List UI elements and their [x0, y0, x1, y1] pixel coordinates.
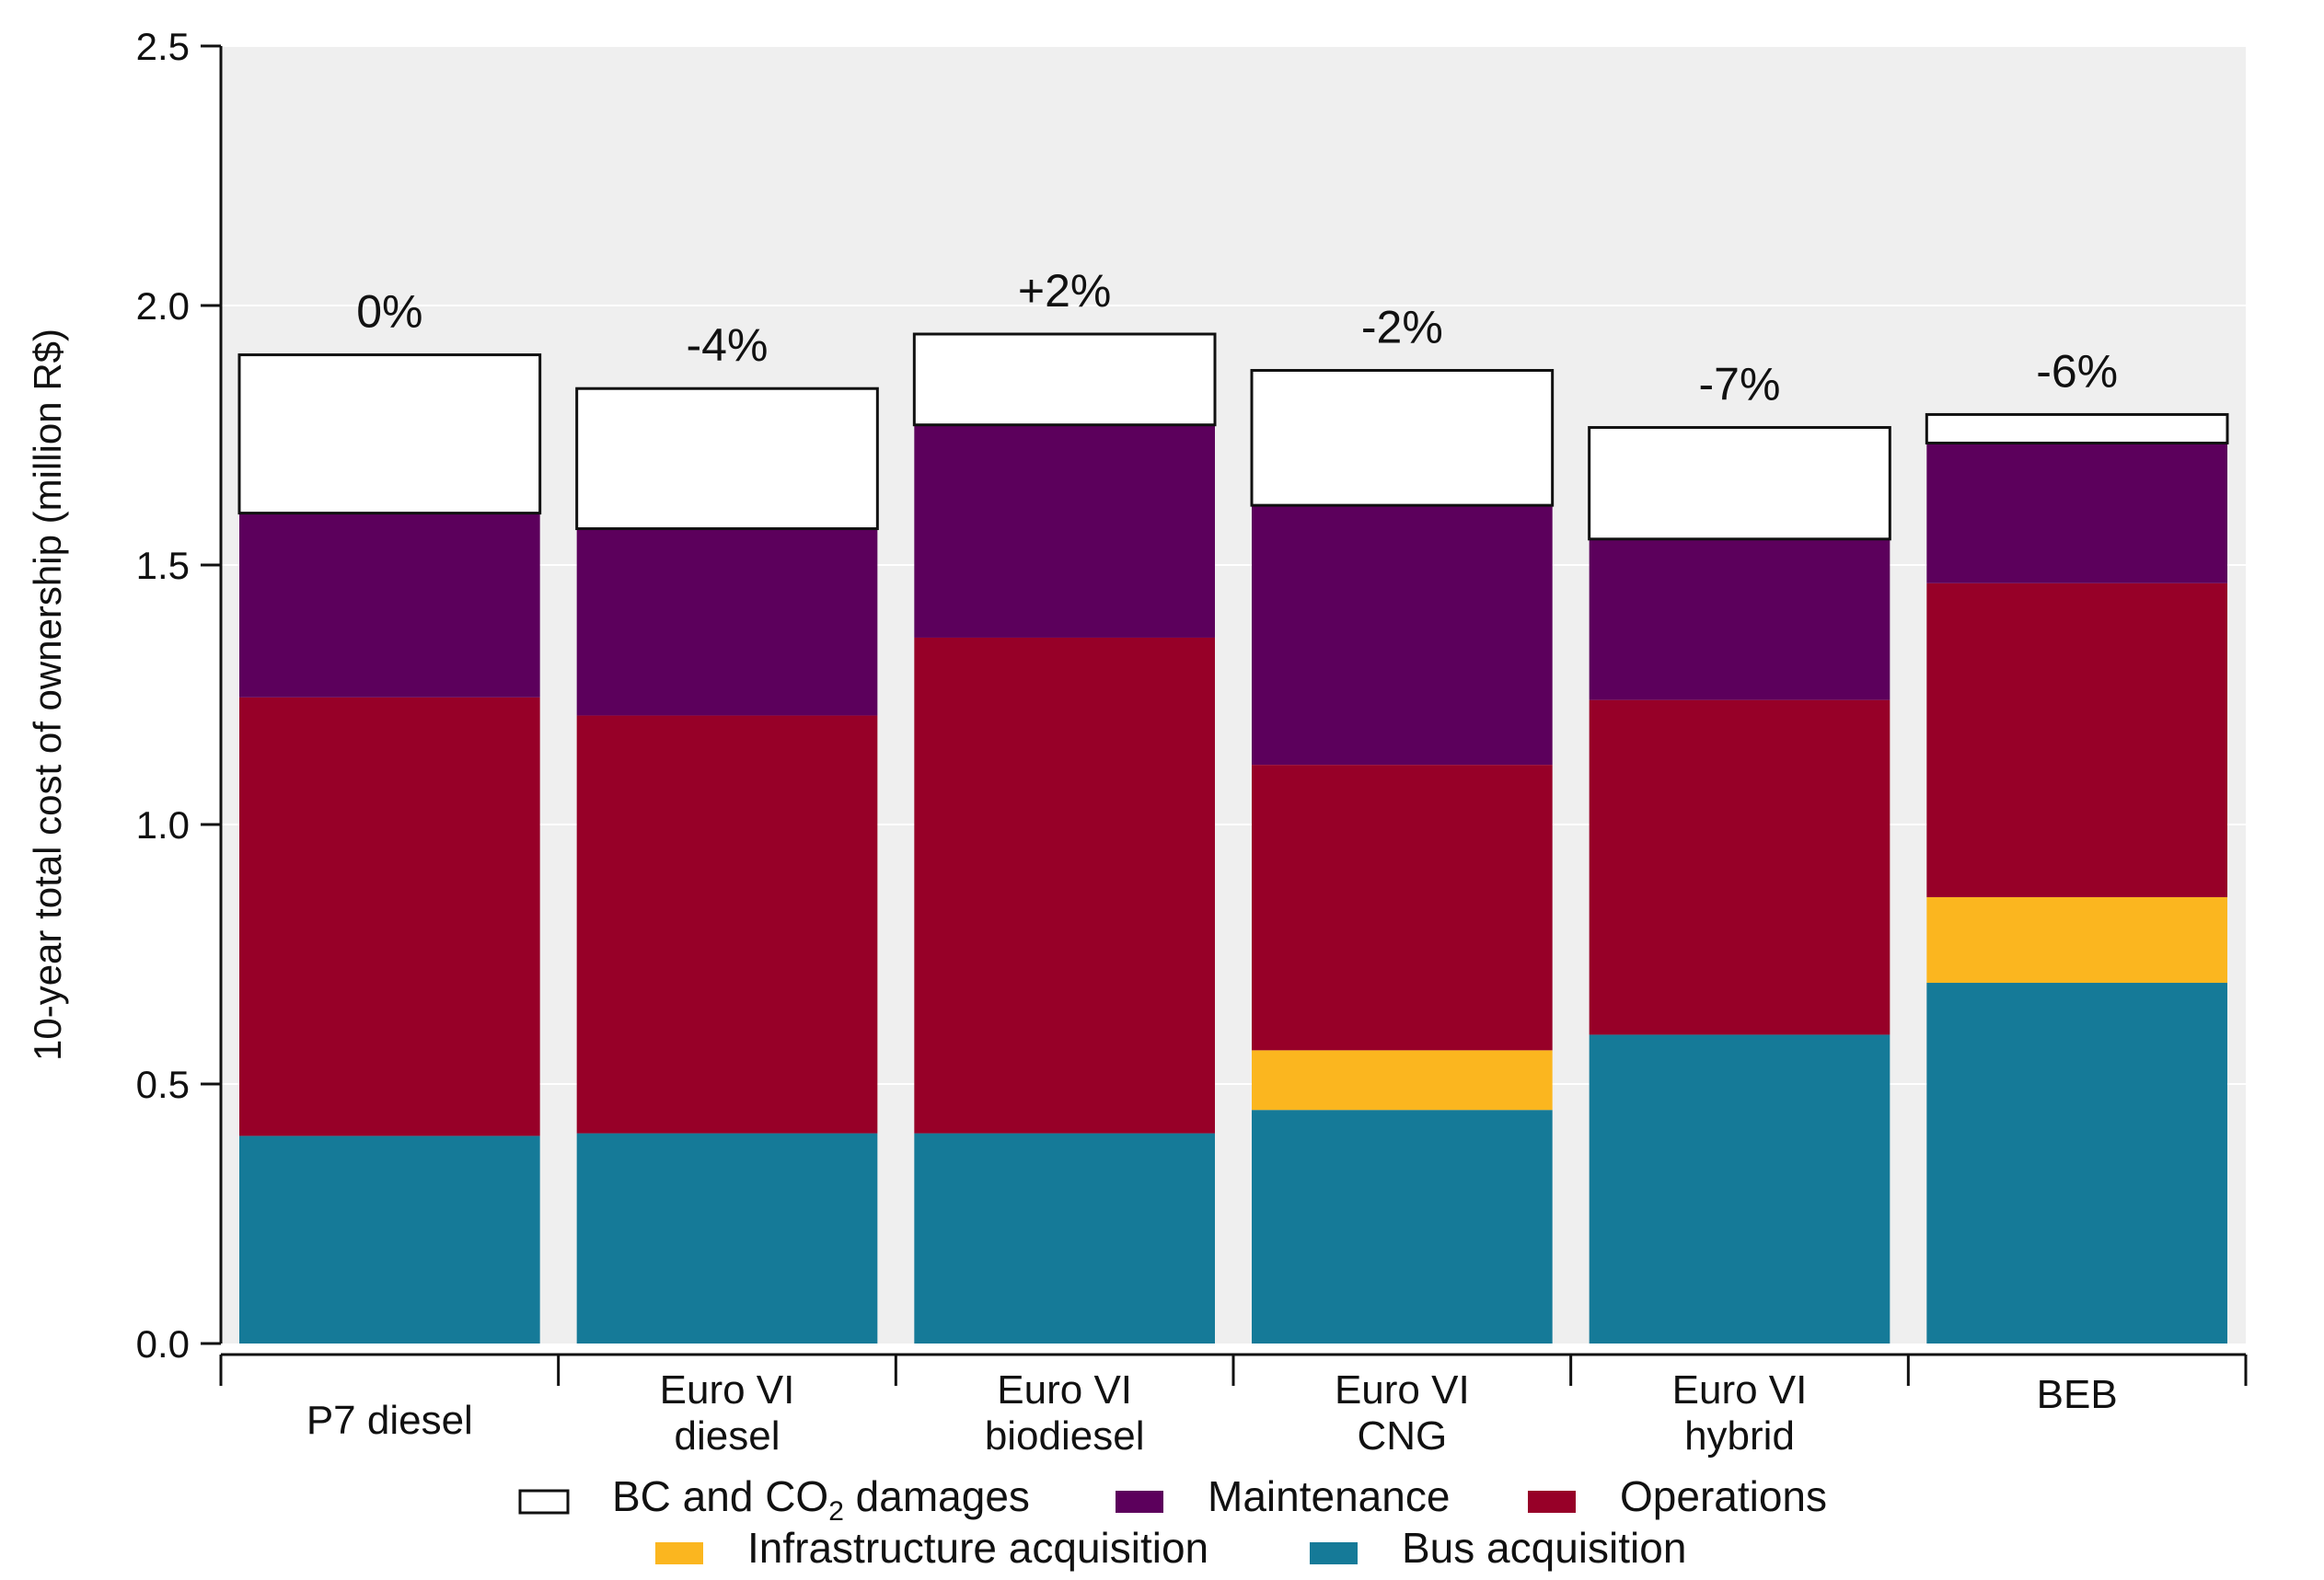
bar-segment-operations-5 [1926, 582, 2227, 897]
category-label-2-0: Euro VI [997, 1367, 1132, 1413]
y-tick-label-4: 2.0 [136, 284, 190, 328]
bar-segment-bc-and-co2-damages-0 [237, 353, 542, 515]
legend-label-infrastructure-acquisition: Infrastructure acquisition [747, 1524, 1208, 1572]
legend-swatch-bc-and-co2-damages [518, 1489, 570, 1515]
category-label-3-1: CNG [1357, 1413, 1447, 1459]
percent-label-0: 0% [356, 286, 422, 338]
percent-label-4: -7% [1699, 359, 1781, 410]
bar-segment-operations-4 [1589, 699, 1890, 1035]
bar-segment-bus-acquisition-2 [914, 1133, 1215, 1344]
legend-swatch-operations [1528, 1491, 1576, 1513]
plot-background [221, 46, 2246, 1344]
y-tick-label-1: 0.5 [136, 1063, 190, 1106]
y-tick-label-3: 1.5 [136, 544, 190, 587]
bar-segment-bus-acquisition-5 [1926, 983, 2227, 1344]
bar-segment-bc-and-co2-damages-4 [1588, 426, 1891, 541]
bar-segment-maintenance-3 [1252, 505, 1553, 766]
bar-segment-operations-2 [914, 637, 1215, 1134]
bar-segment-maintenance-4 [1589, 538, 1890, 700]
bar-segment-bus-acquisition-0 [239, 1136, 540, 1344]
legend-swatch-maintenance [1116, 1491, 1163, 1513]
category-label-5-0: BEB [2037, 1372, 2118, 1417]
bar-segment-bc-and-co2-damages-1 [575, 386, 879, 531]
percent-label-2: +2% [1018, 265, 1111, 317]
category-label-1-0: Euro VI [660, 1367, 795, 1413]
bar-segment-operations-3 [1252, 765, 1553, 1051]
legend-label-bus-acquisition: Bus acquisition [1402, 1524, 1686, 1572]
category-label-2-1: biodiesel [985, 1413, 1145, 1459]
category-label-4-0: Euro VI [1672, 1367, 1808, 1413]
legend-label-operations: Operations [1620, 1472, 1827, 1520]
bar-segment-bc-and-co2-damages-5 [1925, 412, 2229, 444]
percent-label-5: -6% [2036, 345, 2118, 397]
bar-segment-operations-0 [239, 697, 540, 1136]
category-label-4-1: hybrid [1684, 1413, 1795, 1459]
bar-segment-bus-acquisition-4 [1589, 1034, 1890, 1344]
y-tick-label-5: 2.5 [136, 25, 190, 68]
legend-label-maintenance: Maintenance [1208, 1472, 1450, 1520]
bar-segment-bc-and-co2-damages-2 [912, 332, 1217, 427]
bar-segment-infrastructure-acquisition-5 [1926, 896, 2227, 984]
bar-segment-maintenance-5 [1926, 443, 2227, 583]
percent-label-1: -4% [687, 319, 769, 371]
bar-segment-maintenance-0 [239, 513, 540, 698]
bar-segment-operations-1 [576, 715, 878, 1134]
bar-segment-maintenance-1 [576, 528, 878, 716]
legend-label-bc-and-co2-damages: BC and CO2 damages [612, 1472, 1030, 1527]
category-label-1-1: diesel [675, 1413, 780, 1459]
bar-segment-bus-acquisition-1 [576, 1133, 878, 1344]
category-label-0-0: P7 diesel [306, 1398, 473, 1443]
legend-swatch-infrastructure-acquisition [655, 1542, 703, 1564]
y-tick-label-0: 0.0 [136, 1322, 190, 1366]
y-axis-title: 10-year total cost of ownership (million… [26, 329, 69, 1061]
y-tick-label-2: 1.0 [136, 803, 190, 847]
bar-segment-bus-acquisition-3 [1252, 1110, 1553, 1344]
category-label-3-0: Euro VI [1335, 1367, 1470, 1413]
bar-segment-bc-and-co2-damages-3 [1250, 369, 1555, 507]
percent-label-3: -2% [1361, 302, 1443, 353]
bar-segment-infrastructure-acquisition-3 [1252, 1050, 1553, 1111]
bar-segment-maintenance-2 [914, 424, 1215, 638]
legend-swatch-bus-acquisition [1310, 1542, 1358, 1564]
